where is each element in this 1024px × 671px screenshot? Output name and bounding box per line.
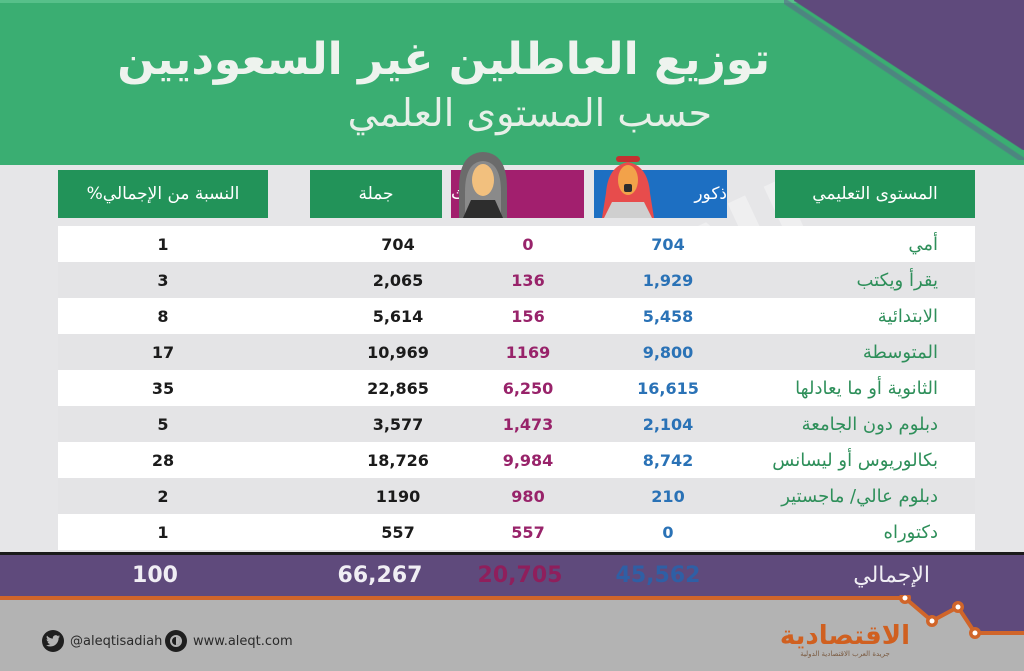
cell-level: يقرأ ويكتب	[856, 269, 938, 291]
cell-total: 18,726	[367, 450, 429, 470]
header-banner: توزيع العاطلين غير السعوديين حسب المستوى…	[0, 0, 1024, 170]
cell-female: 9,984	[502, 450, 554, 470]
totals-row: 100 66,267 20,705 45,562 الإجمالي	[0, 552, 1024, 598]
cell-male: 210	[651, 486, 685, 506]
table-row: 35 22,865 6,250 16,615 الثانوية أو ما يع…	[58, 370, 975, 406]
cell-percent: 35	[151, 378, 175, 398]
page-subtitle: حسب المستوى العلمي	[347, 91, 712, 135]
total-percent: 100	[132, 563, 178, 588]
table-row: 8 5,614 156 5,458 الابتدائية	[58, 298, 975, 334]
total-female: 20,705	[477, 563, 563, 588]
cell-female: 136	[511, 270, 545, 290]
twitter-link[interactable]: @aleqtisadiah	[42, 630, 162, 652]
table-row: 3 2,065 136 1,929 يقرأ ويكتب	[58, 262, 975, 298]
table-row: 17 10,969 1169 9,800 المتوسطة	[58, 334, 975, 370]
cell-percent: 2	[157, 486, 169, 506]
cell-percent: 1	[157, 234, 169, 254]
cell-level: دبلوم دون الجامعة	[801, 413, 938, 435]
cell-total: 1190	[375, 486, 421, 506]
cell-percent: 1	[157, 522, 169, 542]
cell-total: 2,065	[372, 270, 424, 290]
website-link[interactable]: www.aleqt.com	[165, 630, 293, 652]
cell-total: 5,614	[372, 306, 424, 326]
cell-level: المتوسطة	[862, 341, 938, 363]
male-avatar-icon	[602, 156, 654, 218]
cell-total: 22,865	[367, 378, 429, 398]
table-row: 28 18,726 9,984 8,742 بكالوريوس أو ليسان…	[58, 442, 975, 478]
website-icon	[165, 630, 187, 652]
total-label: الإجمالي	[853, 563, 930, 588]
column-header-level: المستوى التعليمي	[775, 170, 975, 218]
cell-percent: 17	[151, 342, 175, 362]
cell-male: 8,742	[642, 450, 694, 470]
cell-male: 5,458	[642, 306, 694, 326]
cell-male: 9,800	[642, 342, 694, 362]
cell-total: 704	[381, 234, 415, 254]
total-male: 45,562	[615, 563, 701, 588]
table-row: 1 557 557 0 دكتوراه	[58, 514, 975, 550]
cell-level: دكتوراه	[883, 521, 938, 543]
cell-level: دبلوم عالي/ ماجستير	[781, 485, 938, 507]
column-header-total: جملة	[310, 170, 442, 218]
cell-total: 557	[381, 522, 415, 542]
footer: @aleqtisadiah www.aleqt.com الاقتصادية ج…	[0, 600, 1024, 671]
cell-level: أمي	[908, 233, 938, 255]
cell-female: 156	[511, 306, 545, 326]
twitter-handle: @aleqtisadiah	[70, 633, 163, 649]
header-corner-triangle	[794, 0, 1024, 150]
header-top-line	[0, 0, 1024, 3]
cell-female: 1,473	[502, 414, 554, 434]
cell-total: 3,577	[372, 414, 424, 434]
cell-male: 16,615	[637, 378, 699, 398]
cell-level: بكالوريوس أو ليسانس	[772, 449, 938, 471]
cell-percent: 5	[157, 414, 169, 434]
column-header-male-label: ذكور	[694, 184, 727, 204]
cell-percent: 8	[157, 306, 169, 326]
table-row: 5 3,577 1,473 2,104 دبلوم دون الجامعة	[58, 406, 975, 442]
cell-level: الثانوية أو ما يعادلها	[795, 377, 938, 399]
cell-male: 2,104	[642, 414, 694, 434]
cell-percent: 3	[157, 270, 169, 290]
cell-level: الابتدائية	[877, 305, 938, 327]
cell-total: 10,969	[367, 342, 429, 362]
column-header-percent: النسبة من الإجمالي%	[58, 170, 268, 218]
data-table: 1 704 0 704 أمي 3 2,065 136 1,929 يقرأ و…	[58, 226, 975, 550]
table-row: 2 1190 980 210 دبلوم عالي/ ماجستير	[58, 478, 975, 514]
website-url: www.aleqt.com	[193, 633, 293, 649]
publisher-logo: الاقتصادية جريدة العرب الاقتصادية الدولي…	[780, 622, 910, 659]
cell-male: 704	[651, 234, 685, 254]
cell-male: 1,929	[642, 270, 694, 290]
page-title: توزيع العاطلين غير السعوديين	[117, 34, 770, 85]
cell-percent: 28	[151, 450, 175, 470]
cell-female: 980	[511, 486, 545, 506]
cell-female: 6,250	[502, 378, 554, 398]
cell-male: 0	[662, 522, 674, 542]
cell-female: 0	[522, 234, 534, 254]
female-avatar-icon	[459, 152, 507, 218]
total-total: 66,267	[337, 563, 423, 588]
decorative-trend-line	[0, 595, 1024, 639]
table-row: 1 704 0 704 أمي	[58, 226, 975, 262]
logo-text: الاقتصادية	[779, 621, 910, 651]
cell-female: 557	[511, 522, 545, 542]
logo-subtext: جريدة العرب الاقتصادية الدولية	[800, 650, 890, 658]
cell-female: 1169	[505, 342, 551, 362]
twitter-icon	[42, 630, 64, 652]
